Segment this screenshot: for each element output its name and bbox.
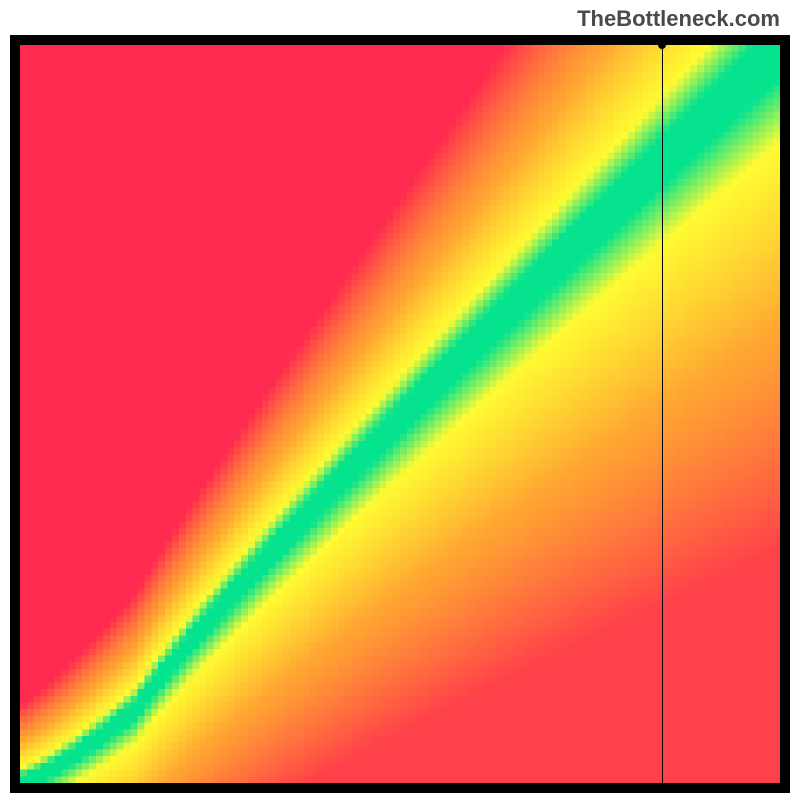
gpu-marker-dot (658, 41, 666, 49)
gpu-marker-line (662, 45, 663, 783)
site-watermark: TheBottleneck.com (577, 6, 780, 32)
chart-container: TheBottleneck.com (0, 0, 800, 800)
bottleneck-heatmap (20, 45, 780, 783)
